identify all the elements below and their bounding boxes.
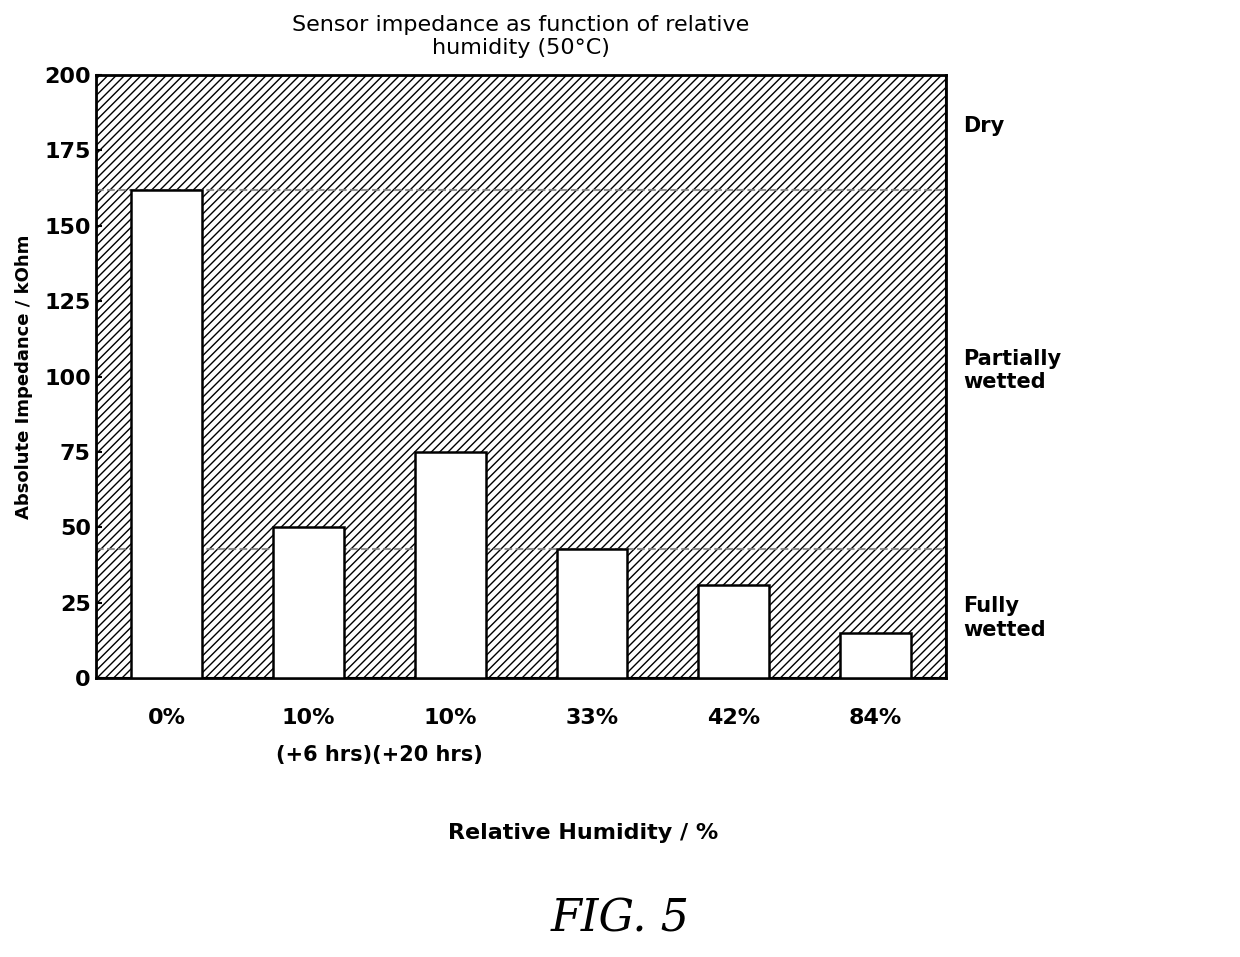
Text: Relative Humidity / %: Relative Humidity / % [448, 823, 718, 842]
Bar [698, 585, 769, 679]
Text: 33%: 33% [565, 708, 619, 728]
Text: 10%: 10% [281, 708, 335, 728]
Title: Sensor impedance as function of relative
humidity (50°C): Sensor impedance as function of relative… [293, 15, 750, 58]
Text: FIG. 5: FIG. 5 [551, 897, 689, 941]
Text: (+6 hrs)(+20 hrs): (+6 hrs)(+20 hrs) [277, 745, 482, 765]
Text: Fully
wetted: Fully wetted [963, 596, 1047, 639]
Text: Partially
wetted: Partially wetted [963, 349, 1061, 392]
Bar [273, 527, 343, 679]
Bar [841, 633, 911, 679]
Text: Dry: Dry [963, 117, 1004, 136]
Text: 10%: 10% [423, 708, 477, 728]
Text: 84%: 84% [849, 708, 903, 728]
Bar [414, 452, 486, 679]
Bar [557, 548, 627, 679]
Y-axis label: Absolute Impedance / kOhm: Absolute Impedance / kOhm [15, 234, 33, 519]
Text: 0%: 0% [148, 708, 186, 728]
Bar [131, 189, 202, 679]
Text: 42%: 42% [707, 708, 760, 728]
